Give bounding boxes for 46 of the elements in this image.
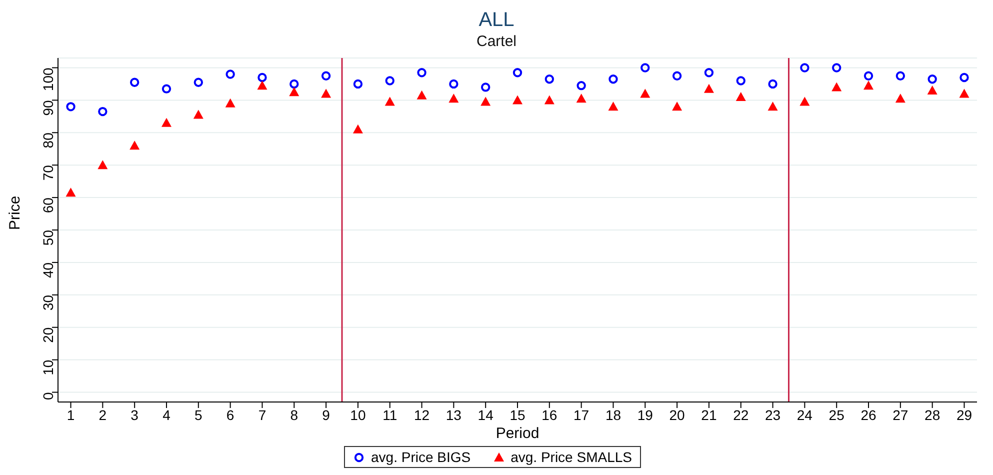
y-tick-label: 70 <box>40 164 56 181</box>
x-tick-label: 24 <box>796 406 813 423</box>
x-tick-label: 16 <box>542 406 558 423</box>
y-tick-label: 40 <box>40 262 56 278</box>
x-tick-label: 15 <box>510 406 526 423</box>
x-tick-label: 22 <box>733 406 749 423</box>
x-axis-title: Period <box>496 425 540 442</box>
x-tick-label: 11 <box>382 406 398 423</box>
chart-subtitle: Cartel <box>475 32 518 52</box>
x-tick-label: 7 <box>258 406 266 423</box>
y-tick-label: 100 <box>40 68 56 92</box>
x-tick-label: 6 <box>226 406 234 423</box>
y-tick-label: 50 <box>40 230 56 246</box>
x-tick-label: 5 <box>194 406 203 423</box>
x-tick-label: 14 <box>478 406 494 423</box>
y-tick-label: 80 <box>40 132 56 148</box>
y-tick-label: 90 <box>40 100 56 116</box>
x-tick-label: 28 <box>924 406 940 423</box>
x-tick-label: 10 <box>350 406 366 423</box>
x-tick-label: 17 <box>574 406 590 423</box>
x-tick-label: 4 <box>162 406 171 423</box>
y-tick-label: 30 <box>40 294 56 310</box>
x-tick-label: 23 <box>764 406 781 423</box>
x-tick-label: 29 <box>956 406 972 423</box>
x-tick-label: 8 <box>290 406 298 423</box>
legend-label: avg. Price SMALLS <box>510 449 632 465</box>
x-tick-label: 13 <box>446 406 462 423</box>
x-tick-label: 2 <box>98 406 107 423</box>
x-tick-label: 9 <box>322 406 330 423</box>
x-tick-label: 18 <box>605 406 622 423</box>
y-tick-label: 60 <box>40 197 56 214</box>
x-tick-label: 26 <box>860 406 877 423</box>
y-tick-label: 20 <box>40 327 56 343</box>
y-tick-label: 0 <box>40 392 56 400</box>
chart-title: ALL <box>478 8 516 32</box>
x-tick-label: 25 <box>828 406 845 423</box>
legend-label: avg. Price BIGS <box>370 449 471 465</box>
x-tick-label: 19 <box>637 406 654 423</box>
x-tick-label: 12 <box>414 406 430 423</box>
x-tick-label: 3 <box>130 406 139 423</box>
x-tick-label: 27 <box>892 406 908 423</box>
y-tick-label: 10 <box>40 360 56 376</box>
x-tick-label: 21 <box>701 406 717 423</box>
y-axis-title: Price <box>6 196 24 230</box>
x-tick-label: 20 <box>669 406 686 423</box>
x-tick-label: 1 <box>66 406 75 423</box>
